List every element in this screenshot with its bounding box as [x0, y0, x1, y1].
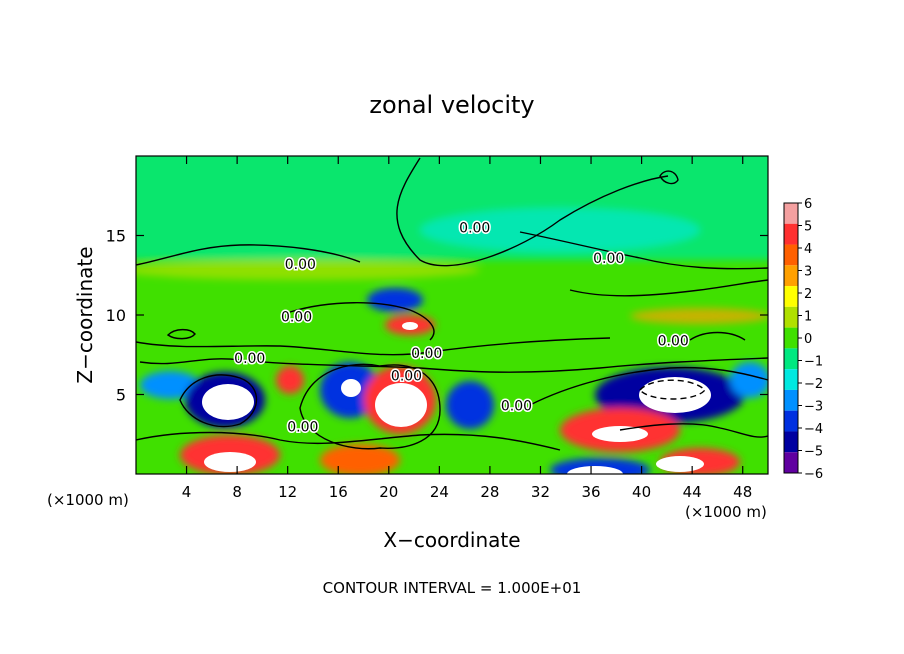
contour-label: 0.00	[287, 419, 318, 435]
contour-label: 0.00	[234, 351, 265, 367]
x-tick-label: 44	[683, 483, 702, 501]
x-tick-label: 28	[480, 483, 499, 501]
colorbar-swatch	[784, 245, 798, 266]
colorbar-swatch	[784, 452, 798, 473]
field-yellow-right	[630, 308, 770, 324]
contour-interval-note: CONTOUR INTERVAL = 1.000E+01	[323, 579, 582, 597]
contour-label: 0.00	[391, 368, 422, 384]
colorbar-swatch	[784, 411, 798, 432]
peak-white-1	[202, 384, 254, 420]
colorbar-label: −4	[804, 422, 823, 437]
peak-white-7	[204, 452, 256, 472]
peak-white-4	[402, 322, 418, 330]
x-tick-label: 48	[733, 483, 752, 501]
colorbar-label: 2	[804, 287, 812, 302]
x-tick-label: 36	[581, 483, 600, 501]
x-unit-right: (×1000 m)	[685, 503, 767, 521]
colorbar: 6 5 4 3 2 1 0 −1 −2 −3 −4 −5 −6	[784, 197, 823, 482]
colorbar-label: 3	[804, 265, 812, 280]
colorbar-swatch	[784, 307, 798, 328]
x-axis-label: X−coordinate	[383, 528, 520, 552]
peak-white-3	[375, 383, 427, 427]
x-tick-label: 12	[278, 483, 297, 501]
contour-label: 0.00	[658, 333, 689, 349]
colorbar-label: −2	[804, 377, 823, 392]
x-tick-label: 16	[329, 483, 348, 501]
field-blue-b4	[446, 381, 494, 429]
field-blue-mid	[367, 288, 423, 312]
colorbar-swatch	[784, 390, 798, 411]
peak-white-6	[592, 426, 648, 442]
colorbar-label: 4	[804, 242, 812, 257]
colorbar-swatch	[784, 348, 798, 369]
colorbar-swatch	[784, 265, 798, 286]
y-tick-label: 10	[106, 306, 126, 325]
contour-label: 0.00	[593, 251, 624, 267]
field-blue-b11	[730, 362, 770, 398]
x-tick-label: 32	[531, 483, 550, 501]
colorbar-label: −3	[804, 400, 823, 415]
colorbar-swatch	[784, 328, 798, 349]
y-tick-label: 15	[106, 227, 126, 246]
colorbar-label: −6	[804, 467, 823, 482]
chart-title: zonal velocity	[369, 91, 534, 119]
colorbar-label: 6	[804, 197, 812, 212]
peak-white-2	[341, 379, 361, 397]
colorbar-label: 0	[804, 332, 812, 347]
colorbar-swatch	[784, 286, 798, 307]
contour-label: 0.00	[411, 346, 442, 362]
x-tick-label: 8	[232, 483, 242, 501]
x-tick-label: 40	[632, 483, 651, 501]
x-tick-label: 20	[379, 483, 398, 501]
field-red-b1	[276, 366, 304, 394]
colorbar-label: 1	[804, 310, 812, 325]
y-tick-label: 5	[116, 386, 126, 405]
contour-label: 0.00	[459, 221, 490, 237]
colorbar-swatch	[784, 203, 798, 224]
contour-label: 0.00	[281, 310, 312, 326]
peak-white-8	[656, 456, 704, 472]
colorbar-label: −1	[804, 355, 823, 370]
contour-label: 0.00	[501, 399, 532, 415]
plot-area: 0.00 0.00 0.00 0.00 0.00 0.00 0.00 0.00 0.00 0.00	[120, 150, 780, 482]
x-tick-label: 4	[182, 483, 192, 501]
colorbar-label: 5	[804, 220, 812, 235]
y-axis-label: Z−coordinate	[73, 246, 97, 383]
colorbar-swatch	[784, 224, 798, 245]
colorbar-swatch	[784, 431, 798, 452]
colorbar-label: −5	[804, 445, 823, 460]
colorbar-swatch	[784, 369, 798, 390]
x-tick-label: 24	[430, 483, 449, 501]
peak-white-5	[639, 377, 711, 413]
x-unit-left: (×1000 m)	[47, 491, 129, 509]
contour-label: 0.00	[285, 257, 316, 273]
